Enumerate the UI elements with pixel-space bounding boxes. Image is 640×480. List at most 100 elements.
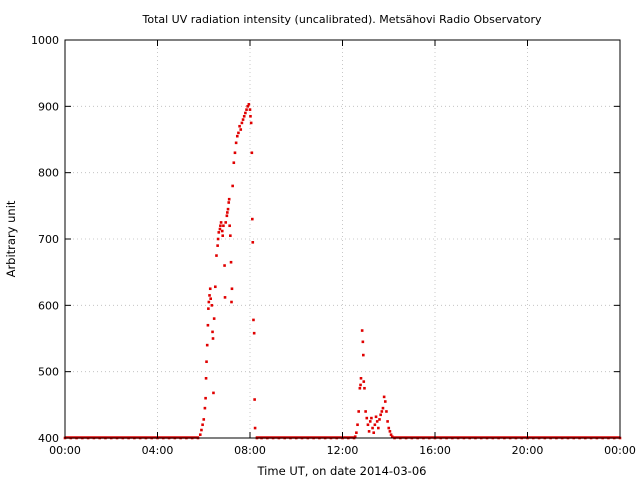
data-point	[379, 413, 382, 417]
data-point	[212, 391, 215, 395]
data-point	[215, 254, 218, 257]
data-point	[211, 330, 214, 334]
data-point	[374, 415, 378, 419]
data-point	[367, 430, 371, 433]
x-tick-label: 20:00	[512, 444, 544, 457]
data-point	[366, 423, 370, 427]
data-point	[247, 103, 251, 106]
data-point	[242, 114, 246, 118]
data-point	[386, 420, 389, 423]
data-point	[383, 400, 387, 403]
data-point	[205, 360, 208, 364]
y-tick-label: 900	[38, 100, 59, 113]
data-point	[382, 395, 386, 399]
data-point	[380, 410, 384, 413]
data-point	[252, 331, 256, 335]
grid-lines	[65, 40, 620, 438]
data-point	[358, 386, 362, 390]
y-tick-label: 600	[38, 299, 59, 312]
data-point	[378, 418, 381, 421]
data-point	[250, 151, 254, 155]
data-point	[237, 131, 240, 135]
x-tick-label: 08:00	[234, 444, 266, 457]
data-point	[222, 224, 225, 228]
data-point	[223, 264, 226, 267]
data-point	[233, 151, 237, 155]
data-point	[221, 234, 225, 237]
data-point	[208, 287, 212, 291]
data-point	[231, 184, 234, 188]
data-point	[224, 221, 228, 224]
data-point	[388, 430, 392, 433]
data-point	[205, 343, 209, 347]
data-point	[364, 410, 367, 413]
data-point	[209, 297, 212, 300]
x-tick-label: 16:00	[419, 444, 451, 457]
data-point	[372, 431, 376, 434]
data-point	[239, 128, 243, 131]
x-tick-label: 00:00	[604, 444, 636, 457]
data-point	[359, 383, 362, 387]
x-tick-label: 12:00	[327, 444, 359, 457]
data-point	[253, 398, 256, 401]
data-point	[363, 386, 366, 390]
data-point	[245, 108, 248, 111]
data-point	[375, 420, 379, 423]
data-point	[371, 426, 374, 430]
data-point	[198, 433, 202, 436]
data-point	[356, 423, 359, 427]
data-point	[216, 237, 220, 241]
data-point	[219, 221, 223, 224]
data-point	[201, 423, 204, 427]
data-point	[208, 294, 211, 297]
y-tick-label: 400	[38, 432, 59, 445]
data-point	[232, 161, 236, 165]
data-point	[361, 340, 365, 344]
data-point	[357, 410, 360, 413]
data-point	[226, 207, 230, 211]
axis-ticks: 00:00 04:00 08:00 12:00 16:00 20:00 00:0040050…	[31, 34, 636, 457]
data-point	[387, 426, 391, 430]
data-point	[235, 134, 239, 138]
data-point	[252, 318, 255, 322]
data-point	[244, 111, 247, 115]
data-point	[226, 211, 229, 214]
y-tick-label: 500	[38, 366, 59, 379]
data-point	[206, 323, 210, 327]
data-point	[204, 377, 208, 380]
data-point	[253, 426, 257, 430]
data-point	[390, 435, 394, 438]
data-point	[212, 317, 216, 320]
data-point	[370, 416, 373, 420]
data-point	[223, 296, 227, 299]
data-point	[217, 231, 221, 234]
data-point	[241, 118, 245, 121]
data-point	[368, 420, 372, 423]
data-point	[373, 423, 377, 427]
x-axis-label: Time UT, on date 2014-03-06	[257, 464, 427, 478]
y-tick-label: 1000	[31, 34, 59, 47]
data-point	[203, 406, 207, 410]
data-point	[211, 337, 215, 340]
data-point	[355, 431, 358, 434]
data-point	[385, 410, 388, 413]
data-point	[230, 287, 234, 291]
data-point	[227, 197, 231, 201]
data-point	[207, 307, 210, 310]
data-point	[248, 108, 252, 111]
data-point	[240, 121, 244, 125]
data-point	[220, 229, 224, 233]
data-point	[249, 114, 252, 118]
data-point	[359, 377, 363, 380]
data-point	[381, 406, 385, 410]
data-point	[216, 244, 219, 247]
data-point	[246, 105, 249, 108]
data-point	[202, 418, 206, 421]
data-point	[200, 428, 203, 432]
data-point	[251, 217, 254, 221]
data-point	[229, 234, 232, 237]
data-point	[234, 141, 238, 145]
data-point	[389, 433, 393, 436]
